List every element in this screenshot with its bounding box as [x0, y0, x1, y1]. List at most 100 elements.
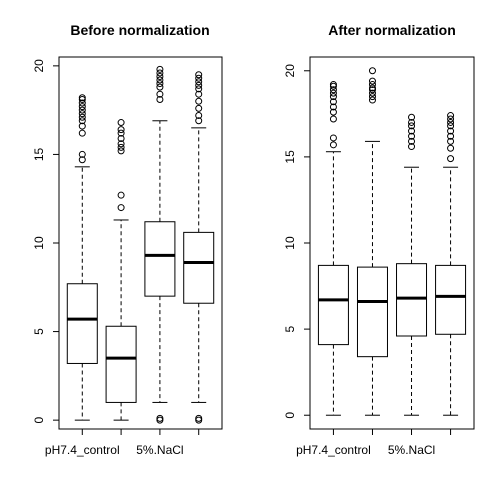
outlier-point [408, 113, 416, 121]
outlier-point [447, 137, 455, 145]
outlier-point [408, 137, 416, 145]
box-2 [105, 119, 137, 421]
outlier-point [447, 127, 455, 135]
outlier-point [156, 69, 164, 77]
outlier-point [195, 97, 203, 105]
y-tick-label: 15 [32, 147, 46, 161]
outlier-point [78, 129, 86, 137]
outlier-point [408, 127, 416, 135]
iqr-box [183, 231, 215, 304]
outlier-point [78, 117, 86, 125]
outlier-point [117, 147, 125, 155]
outlier-point [195, 104, 203, 112]
y-tick-label: 20 [283, 64, 297, 78]
x-tick-label: 5%.NaCl [136, 443, 183, 457]
outlier-point [447, 132, 455, 140]
outlier-point [117, 126, 125, 134]
outlier-point [78, 94, 86, 102]
box-4 [183, 71, 215, 424]
x-tick-label: 5%.NaCl [388, 443, 435, 457]
box-4 [435, 112, 467, 416]
outlier-point [195, 117, 203, 125]
iqr-box [144, 221, 176, 297]
outlier-point [156, 83, 164, 91]
outlier-point [368, 96, 376, 104]
outlier-point [117, 129, 125, 137]
outlier-point [156, 76, 164, 84]
y-tick-label: 10 [283, 236, 297, 250]
iqr-box [435, 264, 467, 335]
panel-after-normalization: After normalization 0 5 10 15 20 pH7.4_contro… [283, 22, 475, 457]
outlier-point [447, 155, 455, 163]
outlier-point [447, 112, 455, 120]
outlier-point [329, 134, 337, 142]
outlier-point [329, 93, 337, 101]
outlier-point [156, 96, 164, 104]
outlier-point [117, 134, 125, 142]
outlier-point [368, 77, 376, 85]
outlier-point [78, 113, 86, 121]
box-1 [66, 94, 98, 421]
outlier-point [329, 89, 337, 97]
iqr-box [396, 263, 428, 337]
outlier-point [156, 65, 164, 73]
box-3 [396, 113, 428, 416]
box-2 [356, 67, 388, 416]
outlier-point [117, 140, 125, 148]
outlier-point [156, 72, 164, 80]
outlier-point [195, 78, 203, 86]
iqr-box [356, 266, 388, 358]
outlier-point [78, 106, 86, 114]
y-tick-label: 10 [32, 236, 46, 250]
outlier-point [447, 115, 455, 123]
iqr-box [66, 283, 98, 364]
x-tick-label: pH7.4_control [45, 443, 120, 457]
chart-title-after: After normalization [328, 22, 456, 38]
outlier-point [329, 86, 337, 94]
box-1 [317, 81, 349, 416]
outlier-point [368, 81, 376, 89]
outlier-point [408, 118, 416, 126]
outlier-point [329, 141, 337, 149]
outlier-point [78, 122, 86, 130]
outlier-point [117, 191, 125, 199]
outlier-point [195, 90, 203, 98]
outlier-point [117, 204, 125, 212]
outlier-point [447, 118, 455, 126]
outlier-point [368, 93, 376, 101]
y-tick-label: 15 [283, 150, 297, 164]
outlier-point [447, 144, 455, 152]
outlier-point [195, 74, 203, 82]
outlier-point [117, 143, 125, 151]
chart-title-before: Before normalization [70, 22, 209, 38]
outlier-point [368, 84, 376, 92]
outlier-point [329, 108, 337, 116]
x-tick-label: pH7.4_control [296, 443, 371, 457]
outlier-point [368, 89, 376, 97]
outlier-point [329, 103, 337, 111]
outlier-point [408, 122, 416, 130]
y-tick-label: 0 [32, 416, 46, 423]
iqr-box [105, 325, 137, 403]
y-tick-label: 5 [32, 328, 46, 335]
outlier-point [408, 143, 416, 151]
outlier-point [78, 99, 86, 107]
outlier-point [78, 156, 86, 164]
box-3 [144, 65, 176, 424]
outlier-point [329, 115, 337, 123]
outlier-point [195, 71, 203, 79]
panel-before-normalization: Before normalization 0 5 10 15 20 pH7.4_contr… [32, 22, 223, 457]
outlier-point [78, 103, 86, 111]
y-tick-label: 20 [32, 59, 46, 73]
outlier-point [195, 414, 203, 422]
y-tick-label: 0 [283, 412, 297, 419]
outlier-point [447, 122, 455, 130]
outlier-point [156, 80, 164, 88]
outlier-point [329, 98, 337, 106]
outlier-point [368, 67, 376, 75]
outlier-point [195, 111, 203, 119]
outlier-point [78, 150, 86, 158]
outlier-point [408, 132, 416, 140]
y-tick-label: 5 [283, 325, 297, 332]
